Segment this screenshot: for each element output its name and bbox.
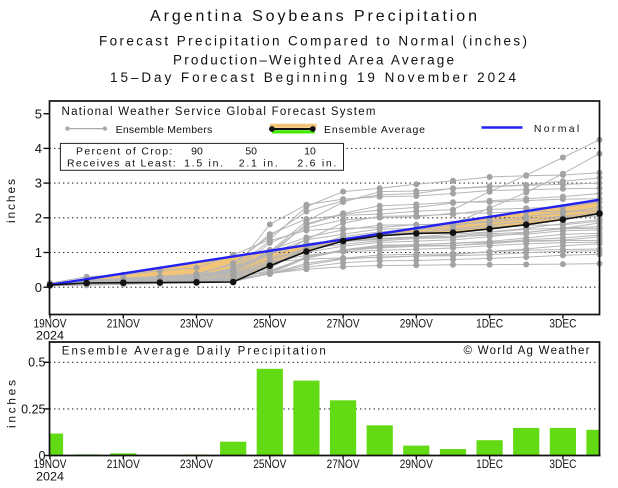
svg-text:© World Ag Weather: © World Ag Weather: [464, 345, 590, 357]
svg-text:50: 50: [245, 146, 257, 158]
svg-text:National Weather Service Globa: National Weather Service Global Forecast…: [62, 106, 376, 118]
svg-text:1DEC: 1DEC: [476, 317, 503, 331]
svg-text:29NOV: 29NOV: [400, 317, 433, 331]
svg-text:Percent of Crop:: Percent of Crop:: [76, 146, 172, 158]
svg-text:Receives at Least:: Receives at Least:: [67, 158, 176, 170]
svg-text:27NOV: 27NOV: [327, 317, 360, 331]
svg-text:0.5: 0.5: [28, 356, 45, 370]
svg-text:15–Day Forecast Beginning 19 N: 15–Day Forecast Beginning 19 November 20…: [110, 70, 516, 85]
svg-text:25NOV: 25NOV: [253, 317, 286, 331]
svg-text:29NOV: 29NOV: [400, 457, 433, 471]
svg-text:Ensemble Average: Ensemble Average: [324, 124, 425, 136]
svg-text:1DEC: 1DEC: [476, 457, 503, 471]
svg-text:2.6 in.: 2.6 in.: [297, 158, 336, 170]
svg-text:2.1 in.: 2.1 in.: [239, 158, 278, 170]
svg-text:23NOV: 23NOV: [180, 317, 213, 331]
svg-text:23NOV: 23NOV: [180, 457, 213, 471]
svg-text:21NOV: 21NOV: [107, 317, 140, 331]
svg-text:5: 5: [35, 106, 42, 121]
svg-text:3DEC: 3DEC: [549, 317, 576, 331]
svg-text:25NOV: 25NOV: [253, 457, 286, 471]
svg-text:27NOV: 27NOV: [327, 457, 360, 471]
svg-text:0: 0: [39, 449, 46, 463]
svg-text:2: 2: [35, 210, 42, 225]
svg-text:Production–Weighted Area Avera: Production–Weighted Area Average: [173, 53, 454, 68]
svg-text:2024: 2024: [36, 470, 64, 484]
svg-text:Ensemble Members: Ensemble Members: [116, 124, 213, 136]
svg-text:19NOV: 19NOV: [34, 317, 67, 331]
svg-text:1: 1: [35, 245, 42, 260]
svg-text:3DEC: 3DEC: [549, 457, 576, 471]
svg-text:Forecast Precipitation Compare: Forecast Precipitation Compared to Norma…: [99, 34, 527, 49]
svg-text:3: 3: [35, 176, 42, 191]
svg-text:19NOV: 19NOV: [34, 457, 67, 471]
svg-text:inches: inches: [5, 380, 19, 428]
svg-text:21NOV: 21NOV: [107, 457, 140, 471]
svg-text:90: 90: [191, 146, 203, 158]
svg-text:4: 4: [35, 141, 42, 156]
svg-text:inches: inches: [4, 179, 18, 223]
svg-text:2024: 2024: [36, 329, 64, 343]
svg-text:0: 0: [35, 280, 42, 295]
svg-text:1.5 in.: 1.5 in.: [184, 158, 223, 170]
svg-text:0.25: 0.25: [21, 402, 45, 416]
svg-text:10: 10: [304, 146, 316, 158]
